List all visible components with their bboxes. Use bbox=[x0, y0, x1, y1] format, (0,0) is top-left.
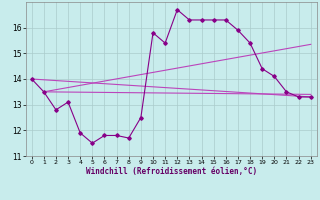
X-axis label: Windchill (Refroidissement éolien,°C): Windchill (Refroidissement éolien,°C) bbox=[86, 167, 257, 176]
